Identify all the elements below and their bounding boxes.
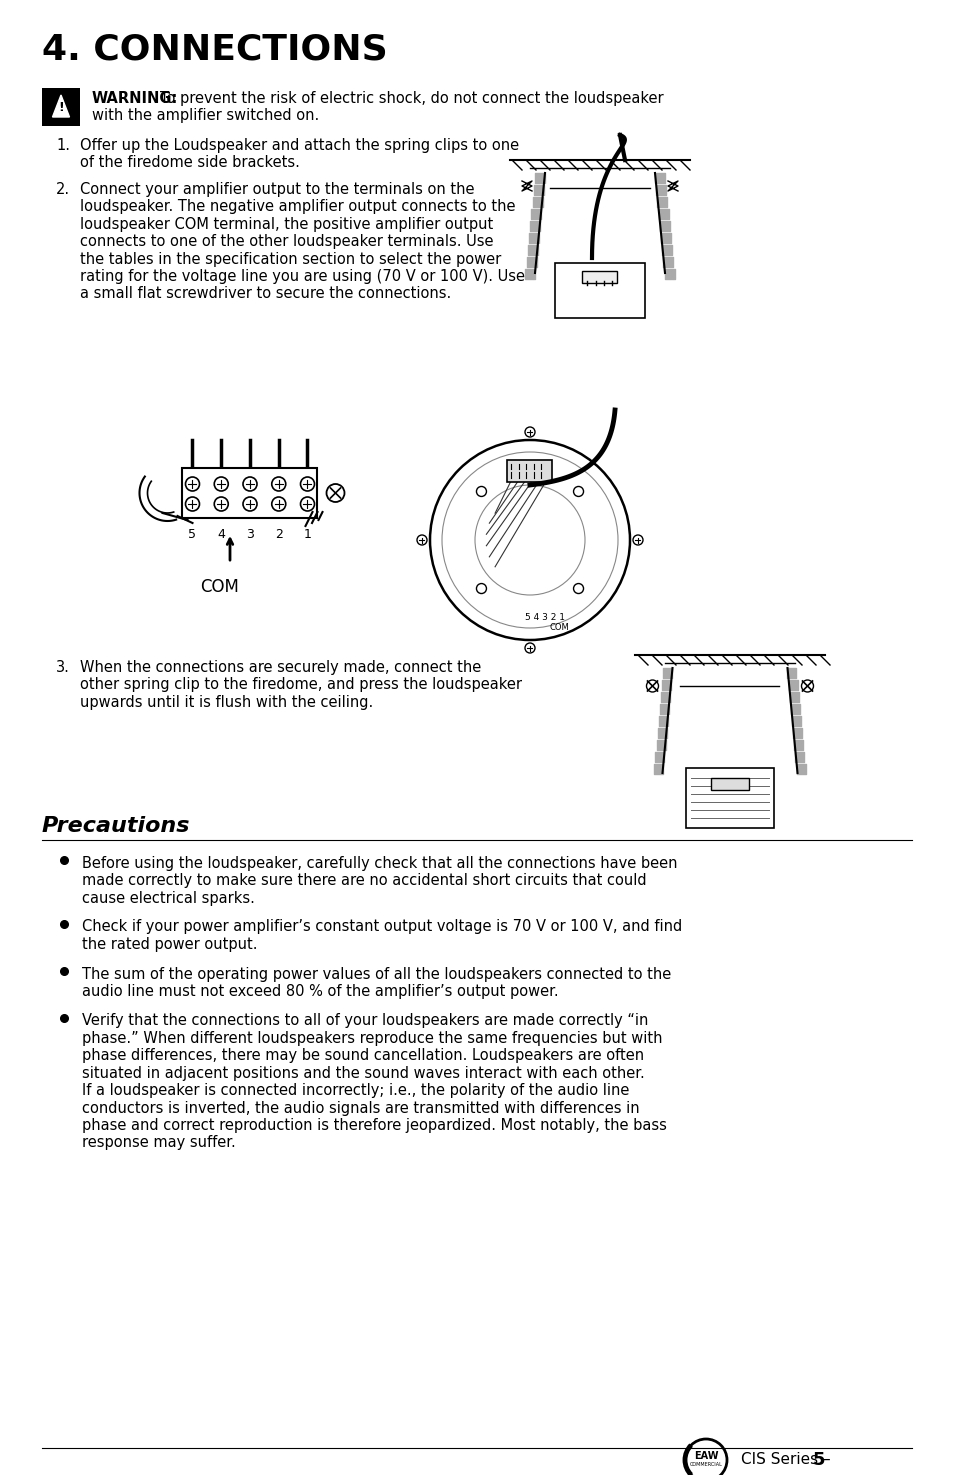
Text: To prevent the risk of electric shock, do not connect the loudspeaker: To prevent the risk of electric shock, d… [160, 91, 663, 106]
Text: Connect your amplifier output to the terminals on the
loudspeaker. The negative : Connect your amplifier output to the ter… [80, 181, 524, 301]
Text: 1: 1 [303, 528, 311, 541]
FancyBboxPatch shape [42, 88, 80, 125]
FancyBboxPatch shape [507, 460, 552, 482]
Text: 1.: 1. [56, 139, 70, 153]
Circle shape [476, 584, 486, 593]
Text: Check if your power amplifier’s constant output voltage is 70 V or 100 V, and fi: Check if your power amplifier’s constant… [82, 919, 681, 951]
Text: 2: 2 [274, 528, 282, 541]
FancyBboxPatch shape [710, 777, 748, 791]
Text: When the connections are securely made, connect the
other spring clip to the fir: When the connections are securely made, … [80, 659, 521, 709]
Circle shape [524, 426, 535, 437]
FancyBboxPatch shape [182, 468, 317, 518]
FancyBboxPatch shape [582, 271, 617, 283]
Text: WARNING:: WARNING: [91, 91, 178, 106]
FancyBboxPatch shape [555, 263, 644, 319]
Circle shape [573, 487, 583, 497]
Circle shape [416, 535, 427, 544]
Text: COM: COM [550, 622, 569, 631]
Text: 4. CONNECTIONS: 4. CONNECTIONS [42, 32, 387, 66]
Circle shape [633, 535, 642, 544]
Text: 4: 4 [217, 528, 225, 541]
Text: !: ! [58, 100, 64, 114]
Text: COMMERCIAL: COMMERCIAL [689, 1463, 721, 1468]
Text: 3.: 3. [56, 659, 70, 676]
Circle shape [524, 643, 535, 653]
Text: 5: 5 [812, 1451, 824, 1469]
Text: 5: 5 [189, 528, 196, 541]
Circle shape [476, 487, 486, 497]
Polygon shape [52, 94, 70, 117]
Text: EAW: EAW [693, 1451, 718, 1462]
Text: with the amplifier switched on.: with the amplifier switched on. [91, 108, 319, 122]
Circle shape [573, 584, 583, 593]
Text: 3: 3 [246, 528, 253, 541]
Text: Before using the loudspeaker, carefully check that all the connections have been: Before using the loudspeaker, carefully … [82, 855, 677, 906]
Text: Offer up the Loudspeaker and attach the spring clips to one
of the firedome side: Offer up the Loudspeaker and attach the … [80, 139, 518, 171]
Text: Verify that the connections to all of your loudspeakers are made correctly “in
p: Verify that the connections to all of yo… [82, 1013, 666, 1150]
Text: COM: COM [200, 578, 239, 596]
FancyBboxPatch shape [685, 768, 773, 827]
Text: Precautions: Precautions [42, 816, 191, 836]
Text: 5 4 3 2 1: 5 4 3 2 1 [524, 614, 564, 622]
Text: CIS Series –: CIS Series – [740, 1453, 835, 1468]
Text: The sum of the operating power values of all the loudspeakers connected to the
a: The sum of the operating power values of… [82, 966, 671, 999]
Text: 2.: 2. [56, 181, 71, 198]
